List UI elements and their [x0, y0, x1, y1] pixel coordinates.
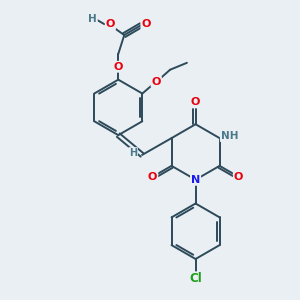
Text: O: O — [148, 172, 158, 182]
Text: H: H — [129, 148, 137, 158]
Text: O: O — [106, 19, 115, 29]
Text: Cl: Cl — [189, 272, 202, 285]
Text: NH: NH — [221, 131, 238, 141]
Text: O: O — [152, 76, 161, 87]
Text: O: O — [141, 19, 151, 29]
Text: O: O — [234, 172, 243, 182]
Text: N: N — [191, 175, 200, 185]
Text: O: O — [191, 98, 200, 107]
Text: H: H — [88, 14, 97, 24]
Text: O: O — [114, 62, 123, 72]
